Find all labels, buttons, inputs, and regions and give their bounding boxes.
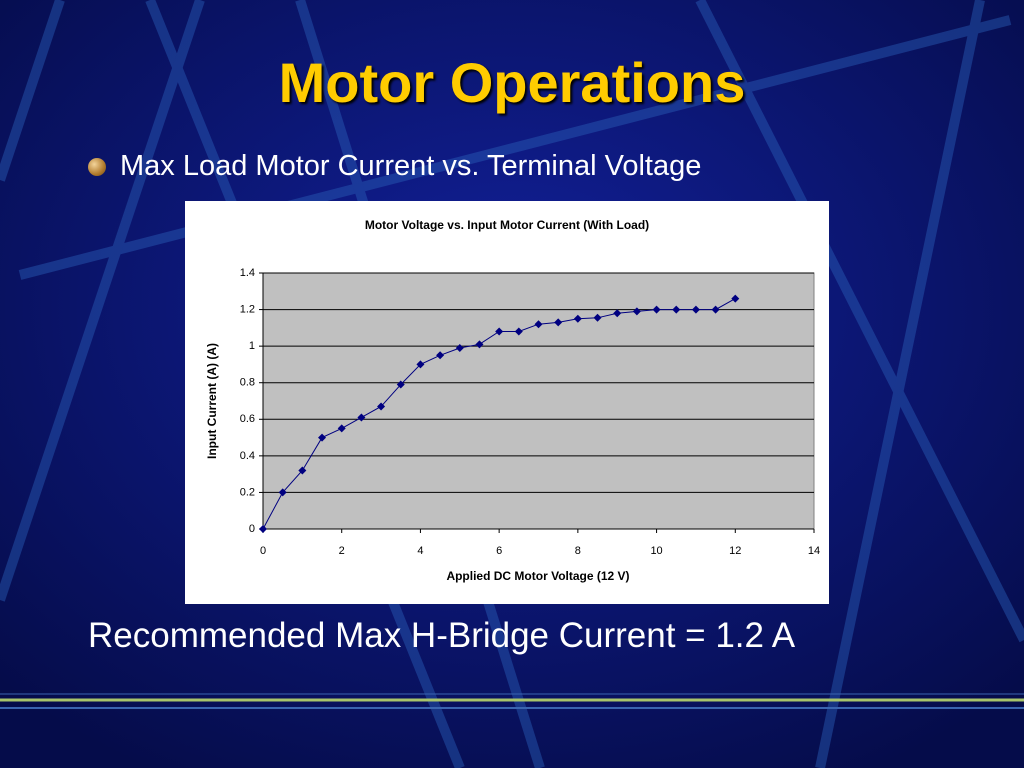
data-point xyxy=(632,307,641,316)
slide-title: Motor Operations xyxy=(278,51,746,114)
bullet-icon xyxy=(88,157,106,176)
data-point xyxy=(298,466,307,475)
data-point xyxy=(514,327,523,336)
x-tick-label: 10 xyxy=(650,545,662,557)
data-point xyxy=(573,314,582,323)
data-point xyxy=(652,305,661,314)
data-point xyxy=(357,413,366,422)
data-point xyxy=(455,343,464,352)
data-point xyxy=(613,309,622,318)
y-tick-label: 0.2 xyxy=(240,486,255,498)
y-axis-label: Input Current (A) (A) xyxy=(205,343,219,459)
x-axis-label: Applied DC Motor Voltage (12 V) xyxy=(446,569,629,583)
data-point xyxy=(711,305,720,314)
note: Recommended Max H-Bridge Current = 1.2 A xyxy=(88,616,796,655)
x-tick-label: 6 xyxy=(496,545,502,557)
x-tick-label: 8 xyxy=(575,545,581,557)
data-point xyxy=(534,320,543,329)
y-tick-label: 1.2 xyxy=(240,303,255,315)
x-tick-label: 12 xyxy=(729,545,741,557)
y-tick-label: 0.6 xyxy=(240,413,255,425)
y-tick-label: 1.4 xyxy=(240,267,255,279)
data-point xyxy=(396,380,405,389)
bullet: Max Load Motor Current vs. Terminal Volt… xyxy=(88,150,701,183)
x-tick-label: 0 xyxy=(260,545,266,557)
data-point xyxy=(691,305,700,314)
plot-area xyxy=(262,272,815,530)
data-point xyxy=(278,488,287,497)
y-tick-label: 1 xyxy=(249,340,255,352)
data-point xyxy=(377,402,386,411)
y-tick-label: 0.8 xyxy=(240,377,255,389)
data-point xyxy=(416,360,425,369)
chart-title: Motor Voltage vs. Input Motor Current (W… xyxy=(365,218,649,232)
bullet-text: Max Load Motor Current vs. Terminal Volt… xyxy=(120,150,702,182)
data-point xyxy=(731,294,740,303)
data-point xyxy=(436,351,445,360)
x-tick-label: 4 xyxy=(417,545,423,557)
data-point xyxy=(318,433,327,442)
chart: Motor Voltage vs. Input Motor Current (W… xyxy=(185,201,829,604)
data-point xyxy=(554,318,563,327)
x-tick-label: 14 xyxy=(808,545,820,557)
data-point xyxy=(337,424,346,433)
y-tick-label: 0 xyxy=(249,523,255,535)
data-point xyxy=(475,340,484,349)
data-point xyxy=(495,327,504,336)
y-tick-label: 0.4 xyxy=(240,450,255,462)
data-point xyxy=(259,525,267,533)
data-point xyxy=(672,305,681,314)
data-point xyxy=(593,313,602,322)
x-tick-label: 2 xyxy=(339,545,345,557)
